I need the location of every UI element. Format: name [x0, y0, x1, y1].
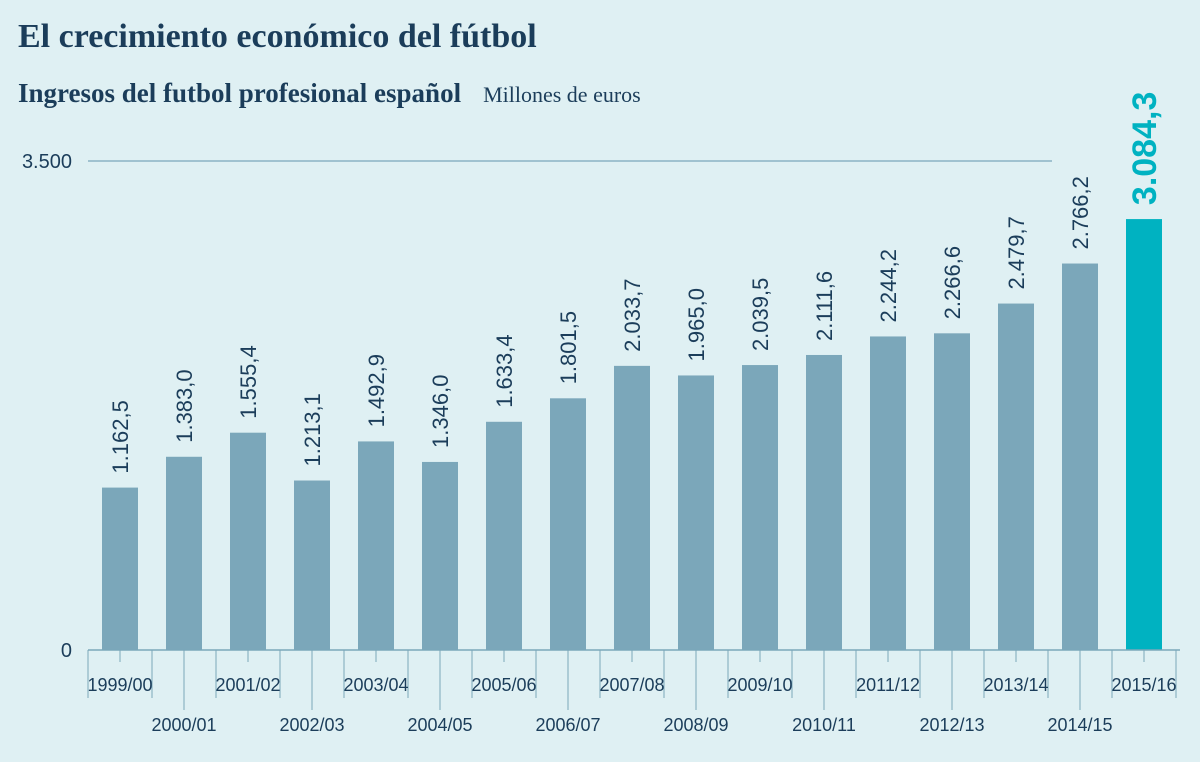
data-label: 1.801,5 — [556, 311, 581, 384]
data-label: 2.766,2 — [1068, 176, 1093, 249]
bar — [230, 432, 266, 650]
data-label: 1.555,4 — [236, 345, 261, 418]
x-tick-label: 2010/11 — [792, 715, 856, 735]
data-label: 1.346,0 — [428, 375, 453, 448]
data-label: 2.033,7 — [620, 278, 645, 351]
x-tick-label: 2004/05 — [407, 715, 472, 735]
bar — [166, 456, 202, 650]
bar — [102, 487, 138, 650]
bar — [550, 398, 586, 650]
y-tick-label: 3.500 — [22, 151, 72, 173]
data-label: 1.492,9 — [364, 354, 389, 427]
bar — [1126, 219, 1162, 650]
data-label: 2.111,6 — [812, 271, 837, 341]
data-label: 2.479,7 — [1004, 216, 1029, 289]
data-label: 2.266,6 — [940, 246, 965, 319]
x-tick-label: 2005/06 — [471, 675, 536, 695]
x-tick-label: 2012/13 — [919, 715, 984, 735]
subtitle-row: Ingresos del futbol profesional español … — [18, 78, 641, 109]
data-label: 2.039,5 — [748, 278, 773, 351]
data-label: 1.162,5 — [108, 400, 133, 473]
bar — [806, 354, 842, 650]
data-label: 1.965,0 — [684, 288, 709, 361]
bar — [358, 441, 394, 650]
bar — [678, 375, 714, 650]
x-tick-label: 2015/16 — [1111, 675, 1176, 695]
x-tick-label: 2013/14 — [983, 675, 1048, 695]
x-tick-label: 2008/09 — [663, 715, 728, 735]
chart-title: El crecimiento económico del fútbol — [18, 18, 537, 55]
bar — [934, 333, 970, 650]
x-tick-label: 2002/03 — [279, 715, 344, 735]
data-label: 1.383,0 — [172, 369, 197, 442]
x-tick-label: 2001/02 — [215, 675, 280, 695]
x-tick-label: 2014/15 — [1047, 715, 1112, 735]
y-tick-label: 0 — [61, 640, 72, 662]
x-tick-label: 2007/08 — [599, 675, 664, 695]
bar — [486, 421, 522, 650]
bar — [870, 336, 906, 650]
data-label: 1.633,4 — [492, 334, 517, 407]
data-label: 2.244,2 — [876, 249, 901, 322]
x-tick-label: 2009/10 — [727, 675, 792, 695]
x-tick-label: 2011/12 — [856, 675, 920, 695]
bar — [998, 303, 1034, 650]
data-label: 3.084,3 — [1126, 92, 1164, 205]
x-tick-label: 2000/01 — [151, 715, 216, 735]
data-label: 1.213,1 — [300, 393, 325, 466]
bar — [422, 461, 458, 650]
bar — [614, 365, 650, 650]
bar — [1062, 263, 1098, 650]
chart-subtitle: Ingresos del futbol profesional español — [18, 78, 462, 108]
bar — [294, 480, 330, 650]
bar — [742, 365, 778, 650]
x-tick-label: 1999/00 — [87, 675, 152, 695]
x-tick-label: 2003/04 — [343, 675, 408, 695]
x-tick-label: 2006/07 — [535, 715, 600, 735]
units-label: Millones de euros — [483, 82, 641, 107]
